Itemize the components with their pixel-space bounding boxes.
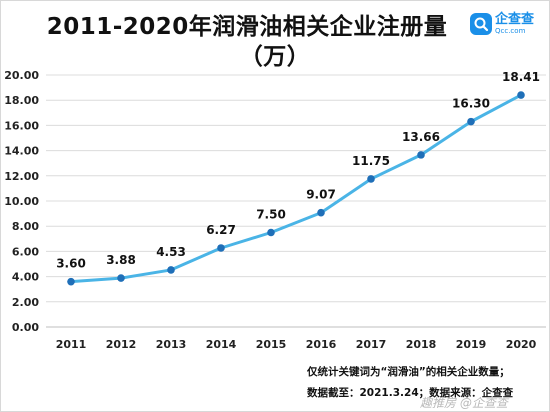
data-label: 11.75 — [352, 154, 390, 168]
y-tick-label: 8.00 — [12, 220, 39, 233]
watermark: 趣推房 @企查查 — [420, 396, 508, 410]
data-point — [517, 91, 525, 99]
series-line — [70, 93, 522, 284]
x-tick-label: 2018 — [406, 338, 437, 351]
x-tick-label: 2017 — [356, 338, 387, 351]
x-tick-label: 2012 — [106, 338, 137, 351]
data-label: 9.07 — [306, 188, 336, 202]
data-label: 6.27 — [206, 223, 236, 237]
y-tick-label: 12.00 — [4, 170, 39, 183]
data-label: 16.30 — [452, 97, 490, 111]
x-tick-label: 2011 — [56, 338, 87, 351]
x-tick-label: 2015 — [256, 338, 287, 351]
data-point — [367, 175, 375, 183]
data-point — [67, 277, 75, 286]
y-tick-label: 2.00 — [12, 296, 39, 309]
y-tick-label: 14.00 — [4, 145, 39, 158]
data-point — [117, 274, 125, 282]
y-tick-label: 20.00 — [4, 69, 39, 82]
data-point — [217, 244, 225, 252]
y-tick-label: 0.00 — [12, 321, 39, 334]
chart-title-unit: （万） — [239, 44, 311, 70]
y-tick-label: 18.00 — [4, 94, 39, 107]
chart-note-source: 数据截至：2021.3.24；数据来源：企查查 — [307, 387, 514, 399]
data-point — [267, 228, 275, 237]
x-tick-label: 2020 — [506, 338, 537, 351]
data-label: 4.53 — [156, 245, 186, 259]
y-tick-label: 10.00 — [4, 195, 39, 208]
logo-url: Qcc.com — [495, 27, 526, 35]
chart-title: 2011-2020年润滑油相关企业注册量 — [46, 14, 448, 40]
logo-name: 企查查 — [495, 12, 535, 27]
x-tick-label: 2019 — [456, 338, 487, 351]
data-point — [467, 117, 475, 126]
data-label: 13.66 — [402, 130, 440, 144]
data-label: 18.41 — [502, 70, 540, 84]
data-label: 7.50 — [256, 208, 286, 222]
data-point — [317, 208, 325, 217]
x-tick-label: 2014 — [206, 338, 237, 351]
data-point — [167, 266, 175, 274]
x-tick-label: 2013 — [156, 338, 187, 351]
chart-note-scope: 仅统计关键词为“润滑油”的相关企业数量； — [307, 366, 510, 378]
magnifier-icon — [470, 13, 492, 35]
x-tick-label: 2016 — [306, 338, 337, 351]
y-tick-label: 16.00 — [4, 119, 39, 132]
y-tick-label: 4.00 — [12, 271, 39, 284]
data-label: 3.88 — [106, 253, 136, 267]
data-label: 3.60 — [56, 257, 86, 271]
y-tick-label: 6.00 — [12, 245, 39, 258]
data-point — [417, 151, 425, 159]
qcc-logo: 企查查 Qcc.com — [470, 9, 534, 39]
